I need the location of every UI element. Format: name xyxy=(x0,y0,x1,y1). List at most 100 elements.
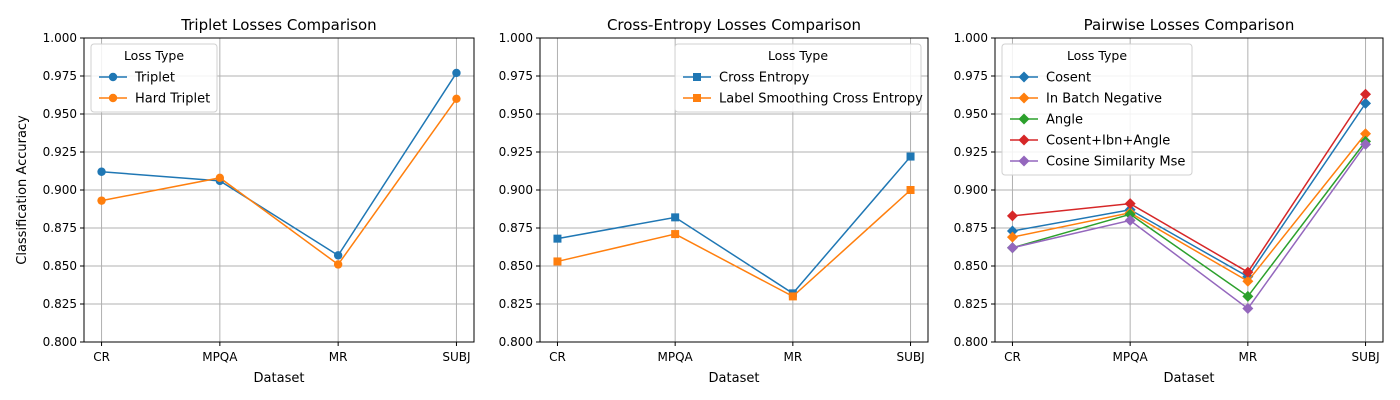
y-tick-label: 0.850 xyxy=(43,259,77,273)
y-tick-label: 0.875 xyxy=(43,221,77,235)
plot-frame xyxy=(994,37,1384,343)
legend-marker xyxy=(1018,71,1030,83)
plot-frame xyxy=(83,37,475,343)
legend-label: Cosent+Ibn+Angle xyxy=(1046,134,1170,149)
data-point xyxy=(671,230,680,239)
x-tick-label: MR xyxy=(783,350,802,364)
x-tick-label: MPQA xyxy=(658,350,694,364)
y-tick-label: 0.875 xyxy=(499,221,533,235)
y-tick-label: 0.825 xyxy=(954,297,988,311)
data-point xyxy=(1006,225,1018,237)
data-point xyxy=(452,94,461,104)
x-tick-label: CR xyxy=(93,350,110,364)
legend-label: Triplet xyxy=(134,71,175,86)
data-point xyxy=(1124,198,1136,210)
x-tick-label: SUBJ xyxy=(1351,350,1379,364)
data-point xyxy=(1360,97,1372,109)
legend-marker xyxy=(1018,134,1030,146)
legend-label: Cross Entropy xyxy=(719,71,810,86)
y-tick-label: 0.875 xyxy=(954,221,988,235)
legend-marker xyxy=(1018,92,1030,104)
data-point xyxy=(788,292,797,301)
y-tick-label: 0.925 xyxy=(43,145,77,159)
legend-marker xyxy=(108,93,118,103)
series-line-1 xyxy=(101,72,458,257)
legend-frame xyxy=(674,43,922,113)
data-point xyxy=(671,213,680,222)
legend-frame xyxy=(1001,43,1193,176)
legend-label: In Batch Negative xyxy=(1046,92,1162,107)
series-line-1 xyxy=(1012,102,1367,278)
data-point xyxy=(97,167,106,176)
legend-label: Angle xyxy=(1046,113,1083,128)
data-point xyxy=(1242,266,1254,278)
chart-panel-1: 0.800 0.825 0.850 0.875 0.900 0.925 0.950 0.975… xyxy=(15,16,475,386)
y-tick-label: 0.900 xyxy=(954,183,988,197)
y-tick-label: 0.850 xyxy=(954,259,988,273)
chart-panel-2: 0.800 0.825 0.850 0.875 0.900 0.925 0.950 0.975… xyxy=(499,16,929,386)
y-tick-label: 0.975 xyxy=(43,69,77,83)
y-tick-label: 0.825 xyxy=(499,297,533,311)
y-axis-label: Classification Accuracy xyxy=(15,115,30,265)
y-tick-label: 0.800 xyxy=(954,335,988,349)
chart-title: Triplet Losses Comparison xyxy=(180,16,376,34)
series-line-3 xyxy=(1012,140,1367,298)
data-point xyxy=(906,152,915,161)
y-tick-label: 0.900 xyxy=(499,183,533,197)
y-tick-label: 0.975 xyxy=(499,69,533,83)
data-point xyxy=(1242,290,1254,302)
data-point xyxy=(1360,128,1372,140)
legend-frame xyxy=(90,43,218,113)
legend-marker xyxy=(693,94,701,102)
data-point xyxy=(1124,208,1136,220)
data-point xyxy=(452,68,461,78)
x-tick-label: CR xyxy=(549,350,566,364)
data-point xyxy=(1006,242,1018,254)
x-axis-label: Dataset xyxy=(709,371,760,386)
y-tick-label: 0.950 xyxy=(954,107,988,121)
x-tick-label: CR xyxy=(1004,350,1021,364)
x-tick-label: SUBJ xyxy=(896,350,924,364)
chart-title: Cross-Entropy Losses Comparison xyxy=(607,16,861,34)
y-tick-label: 0.925 xyxy=(954,145,988,159)
legend-label: Hard Triplet xyxy=(135,92,210,107)
legend-marker xyxy=(1018,113,1030,125)
y-tick-label: 0.825 xyxy=(43,297,77,311)
series-line-2 xyxy=(101,98,458,266)
x-axis-label: Dataset xyxy=(1164,371,1215,386)
series-line-5 xyxy=(1012,143,1367,310)
data-point xyxy=(1242,303,1254,315)
legend-label: Label Smoothing Cross Entropy xyxy=(719,92,923,107)
y-tick-label: 0.800 xyxy=(499,335,533,349)
legend: Loss Type Cross Entropy Label Smoothing Cr… xyxy=(674,43,923,113)
x-tick-label: MR xyxy=(1238,350,1257,364)
data-point xyxy=(1242,275,1254,287)
legend-marker xyxy=(108,72,118,82)
y-tick-label: 0.925 xyxy=(499,145,533,159)
x-axis-label: Dataset xyxy=(254,371,305,386)
data-point xyxy=(553,234,562,243)
y-tick-label: 0.900 xyxy=(43,183,77,197)
legend-label: Cosine Similarity Mse xyxy=(1046,155,1185,170)
data-point xyxy=(215,173,225,183)
y-tick-label: 0.850 xyxy=(499,259,533,273)
legend-marker xyxy=(693,73,701,81)
y-tick-label: 0.950 xyxy=(43,107,77,121)
legend-title: Loss Type xyxy=(124,48,184,63)
x-tick-label: MPQA xyxy=(202,350,238,364)
legend-marker xyxy=(1018,155,1030,167)
data-point xyxy=(333,251,343,260)
y-tick-label: 1.000 xyxy=(499,31,533,45)
chart-title: Pairwise Losses Comparison xyxy=(1084,16,1295,34)
data-point xyxy=(553,257,562,266)
series-line-2 xyxy=(1012,133,1367,283)
x-tick-label: MR xyxy=(329,350,348,364)
data-point xyxy=(906,186,915,194)
data-point xyxy=(1360,138,1372,150)
data-point xyxy=(1006,210,1018,222)
plot-frame xyxy=(539,37,929,343)
y-tick-label: 0.975 xyxy=(954,69,988,83)
data-point xyxy=(333,260,343,269)
x-tick-label: SUBJ xyxy=(442,350,470,364)
